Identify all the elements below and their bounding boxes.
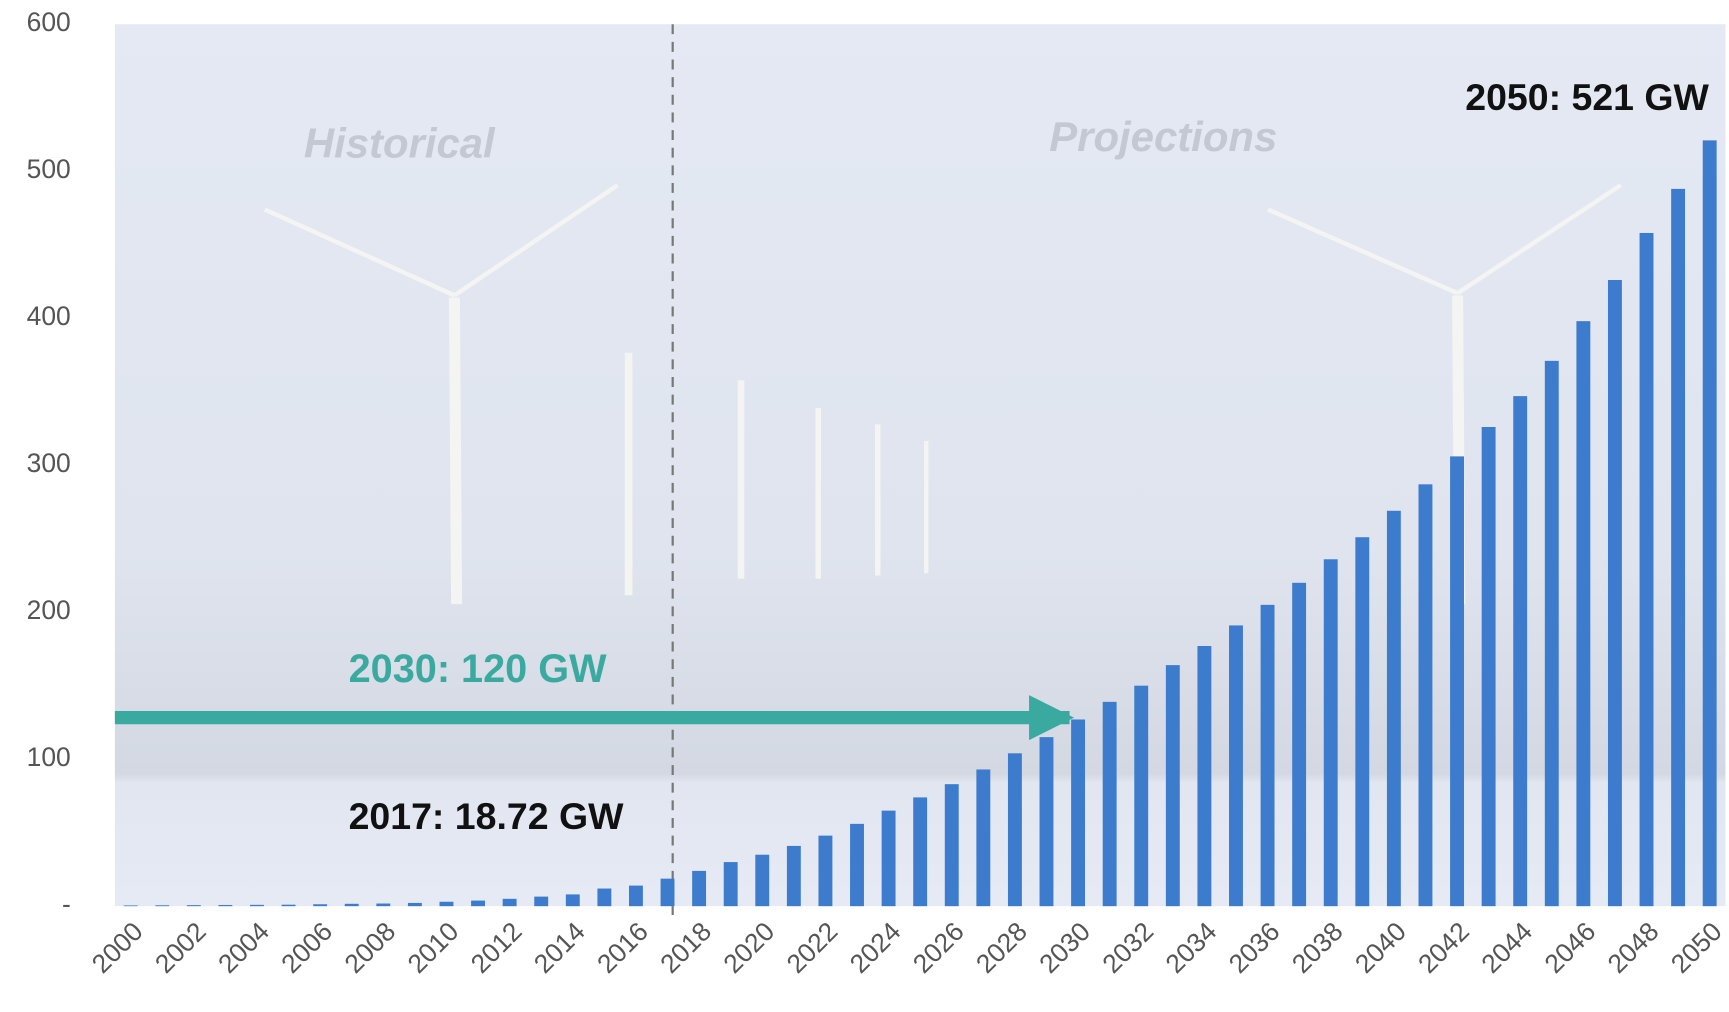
bar xyxy=(218,905,232,906)
bar xyxy=(566,894,580,906)
bar xyxy=(882,811,896,907)
x-tick-label: 2046 xyxy=(1539,916,1602,979)
bar xyxy=(1576,321,1590,906)
x-tick-label: 2028 xyxy=(970,916,1033,979)
x-tick-label: 2030 xyxy=(1033,916,1096,979)
x-tick-label: 2012 xyxy=(465,916,528,979)
y-tick-label: 400 xyxy=(27,301,71,331)
bar xyxy=(187,905,201,906)
x-tick-label: 2040 xyxy=(1349,916,1412,979)
bar xyxy=(692,871,706,906)
x-tick-label: 2004 xyxy=(212,916,275,979)
y-tick-label: - xyxy=(62,889,71,919)
bar xyxy=(1671,189,1685,906)
y-tick-label: 300 xyxy=(27,448,71,478)
bar xyxy=(1482,427,1496,906)
bar xyxy=(1324,559,1338,906)
x-tick-label: 2034 xyxy=(1160,916,1223,979)
bar xyxy=(282,905,296,906)
bar xyxy=(1166,665,1180,906)
bar xyxy=(1292,583,1306,906)
bar xyxy=(1608,280,1622,906)
bar xyxy=(1450,456,1464,906)
x-tick-label: 2014 xyxy=(528,916,591,979)
y-tick-label: 600 xyxy=(27,7,71,37)
y-tick-label: 200 xyxy=(27,595,71,625)
bar xyxy=(534,897,548,907)
x-tick-label: 2000 xyxy=(86,916,149,979)
bar xyxy=(1071,719,1085,906)
x-tick-label: 2036 xyxy=(1223,916,1286,979)
x-tick-label: 2010 xyxy=(402,916,465,979)
x-tick-label: 2024 xyxy=(844,916,907,979)
target-annotation: 2030: 120 GW xyxy=(349,647,608,691)
bar xyxy=(976,769,990,906)
x-tick-label: 2022 xyxy=(781,916,844,979)
x-tick-label: 2006 xyxy=(275,916,338,979)
x-tick-label: 2018 xyxy=(654,916,717,979)
bar xyxy=(1008,753,1022,906)
bar xyxy=(1419,484,1433,906)
bar xyxy=(1261,605,1275,906)
bar xyxy=(1545,361,1559,906)
bar xyxy=(376,904,390,907)
x-tick-label: 2044 xyxy=(1475,916,1538,979)
chart: Historical Projections 2050: 521 GW 2017… xyxy=(0,0,1729,1012)
bar xyxy=(408,903,422,906)
historical-label: Historical xyxy=(304,120,496,167)
bar xyxy=(597,889,611,907)
bar xyxy=(124,905,138,906)
bar xyxy=(155,905,169,906)
x-tick-label: 2048 xyxy=(1602,916,1665,979)
x-tick-label: 2008 xyxy=(338,916,401,979)
bar xyxy=(1513,396,1527,906)
bar xyxy=(1197,646,1211,906)
bar xyxy=(1387,511,1401,906)
x-tick-label: 2050 xyxy=(1665,916,1728,979)
x-tick-label: 2026 xyxy=(907,916,970,979)
bar xyxy=(661,879,675,907)
bar xyxy=(1640,233,1654,906)
bar xyxy=(1134,686,1148,906)
bar xyxy=(1103,702,1117,906)
bar xyxy=(913,797,927,906)
bar xyxy=(345,904,359,906)
x-tick-label: 2032 xyxy=(1096,916,1159,979)
bar xyxy=(818,836,832,907)
bar xyxy=(250,905,264,906)
bar xyxy=(1229,625,1243,906)
bar xyxy=(1703,140,1717,906)
x-tick-label: 2016 xyxy=(591,916,654,979)
y-tick-label: 100 xyxy=(27,742,71,772)
bar xyxy=(440,902,454,906)
x-tick-label: 2002 xyxy=(149,916,212,979)
bar xyxy=(503,899,517,906)
bar xyxy=(787,846,801,906)
bar xyxy=(1355,537,1369,906)
bar xyxy=(1040,737,1054,906)
y-tick-label: 500 xyxy=(27,154,71,184)
x-tick-label: 2020 xyxy=(717,916,780,979)
bar xyxy=(724,862,738,906)
bar xyxy=(629,886,643,907)
x-tick-label: 2038 xyxy=(1286,916,1349,979)
bar xyxy=(850,824,864,906)
end-annotation: 2050: 521 GW xyxy=(1465,76,1709,118)
bar xyxy=(313,904,327,906)
bar xyxy=(945,784,959,906)
x-tick-label: 2042 xyxy=(1412,916,1475,979)
bar xyxy=(471,901,485,907)
start-annotation: 2017: 18.72 GW xyxy=(349,795,625,837)
projections-label: Projections xyxy=(1049,113,1277,160)
bar xyxy=(755,855,769,906)
